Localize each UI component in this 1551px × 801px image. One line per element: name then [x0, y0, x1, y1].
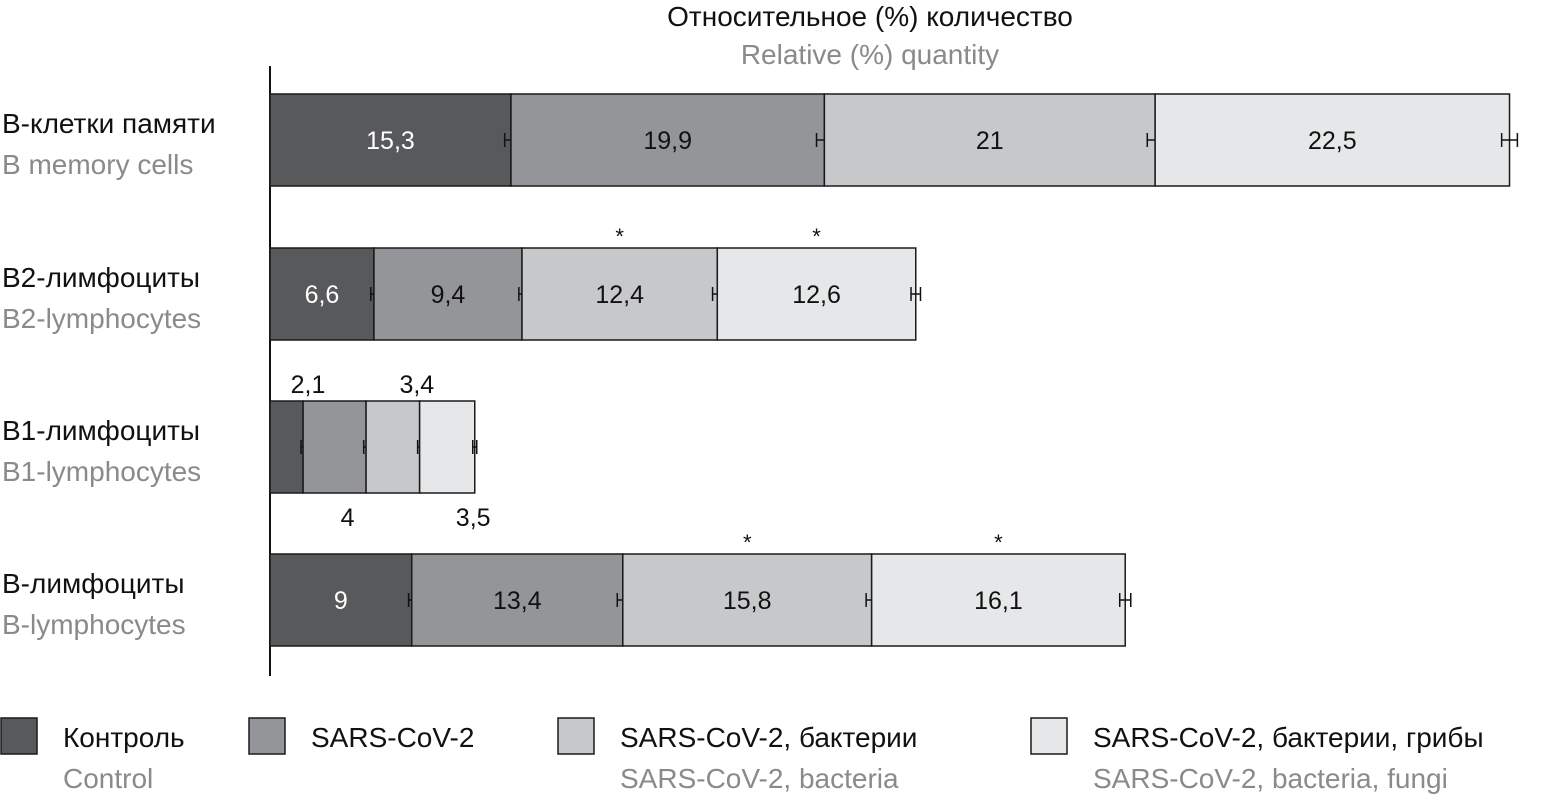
bar-segment — [373, 247, 523, 341]
category-label: В-лимфоциты — [2, 568, 184, 599]
legend-item: SARS-CoV-2, бактерии, грибы SARS-CoV-2, b… — [1030, 717, 1484, 794]
legend-label: SARS-CoV-2 — [311, 722, 474, 753]
bar-row: В1-лимфоциты B1-lymphocytes 2,1 4 3,4 3,5 — [2, 371, 491, 532]
bar-segment — [269, 400, 304, 494]
data-label: 22,5 — [1308, 127, 1357, 155]
data-label: 4 — [341, 504, 355, 532]
data-label: 15,8 — [723, 587, 772, 615]
bar-segment — [365, 400, 421, 494]
data-label: 3,5 — [456, 504, 491, 532]
bar-segment — [622, 553, 873, 647]
data-label: 12,6 — [792, 281, 841, 309]
legend-item: Контроль Control — [0, 717, 185, 794]
data-label: 6,6 — [305, 281, 340, 309]
error-bar — [472, 440, 478, 454]
category-label: В2-лимфоциты — [2, 262, 200, 293]
legend-swatch — [1030, 717, 1068, 755]
data-label: 3,4 — [399, 371, 434, 399]
bar-segment — [716, 247, 917, 341]
data-label: 21 — [976, 127, 1004, 155]
category-label-en: B-lymphocytes — [2, 609, 186, 640]
bar-segment — [1154, 93, 1511, 187]
bar-segment — [269, 93, 512, 187]
legend-swatch — [0, 717, 38, 755]
legend-label: SARS-CoV-2, бактерии — [620, 722, 917, 753]
category-label: В1-лимфоциты — [2, 415, 200, 446]
legend-label-en: Control — [63, 763, 153, 794]
significance-marker: * — [743, 530, 752, 555]
error-bar — [1500, 133, 1519, 147]
data-label: 9 — [334, 587, 348, 615]
data-label: 16,1 — [974, 587, 1023, 615]
category-label: В-клетки памяти — [2, 108, 216, 139]
data-label: 19,9 — [643, 127, 692, 155]
bar-row: В-лимфоциты B-lymphocytes 9 13,4 15,8 * 16,1 * — [2, 530, 1132, 647]
chart-title-en: Relative (%) quantity — [741, 39, 999, 70]
bar-segment — [823, 93, 1156, 187]
bar-segment — [521, 247, 719, 341]
bar-segment — [302, 400, 367, 494]
legend-label-en: SARS-CoV-2, bacteria — [620, 763, 899, 794]
category-label-en: B2-lymphocytes — [2, 303, 201, 334]
category-label-en: B memory cells — [2, 149, 193, 180]
legend-label: Контроль — [63, 722, 185, 753]
category-label-en: B1-lymphocytes — [2, 456, 201, 487]
data-label: 9,4 — [431, 281, 466, 309]
legend-item: SARS-CoV-2 — [248, 717, 474, 755]
legend-label-en: SARS-CoV-2, bacteria, fungi — [1093, 763, 1448, 794]
data-label: 12,4 — [595, 281, 644, 309]
significance-marker: * — [994, 530, 1003, 555]
legend-item: SARS-CoV-2, бактерии SARS-CoV-2, bacteria — [557, 717, 917, 794]
bar-row: В-клетки памяти B memory cells 15,3 19,9 21 2… — [2, 93, 1519, 187]
bar-rows: В-клетки памяти B memory cells 15,3 19,9 21 2… — [2, 93, 1519, 647]
data-label: 2,1 — [291, 371, 326, 399]
legend-swatch — [248, 717, 286, 755]
error-bar — [1118, 593, 1132, 607]
significance-marker: * — [615, 224, 624, 249]
bar-segment — [510, 93, 826, 187]
error-bar — [910, 287, 922, 301]
chart-title: Относительное (%) количество — [667, 1, 1073, 32]
bar-segment — [269, 247, 375, 341]
legend-swatch — [557, 717, 595, 755]
data-label: 13,4 — [493, 587, 542, 615]
bar-segment — [870, 553, 1126, 647]
bar-segment — [418, 400, 476, 494]
data-label: 15,3 — [366, 127, 415, 155]
legend: Контроль Control SARS-CoV-2 SARS-CoV-2, бак… — [0, 717, 1484, 794]
bar-row: В2-лимфоциты B2-lymphocytes 6,6 9,4 12,4 * 12,… — [2, 224, 922, 341]
bar-segment — [269, 553, 413, 647]
significance-marker: * — [812, 224, 821, 249]
bar-segment — [411, 553, 624, 647]
legend-label: SARS-CoV-2, бактерии, грибы — [1093, 722, 1484, 753]
